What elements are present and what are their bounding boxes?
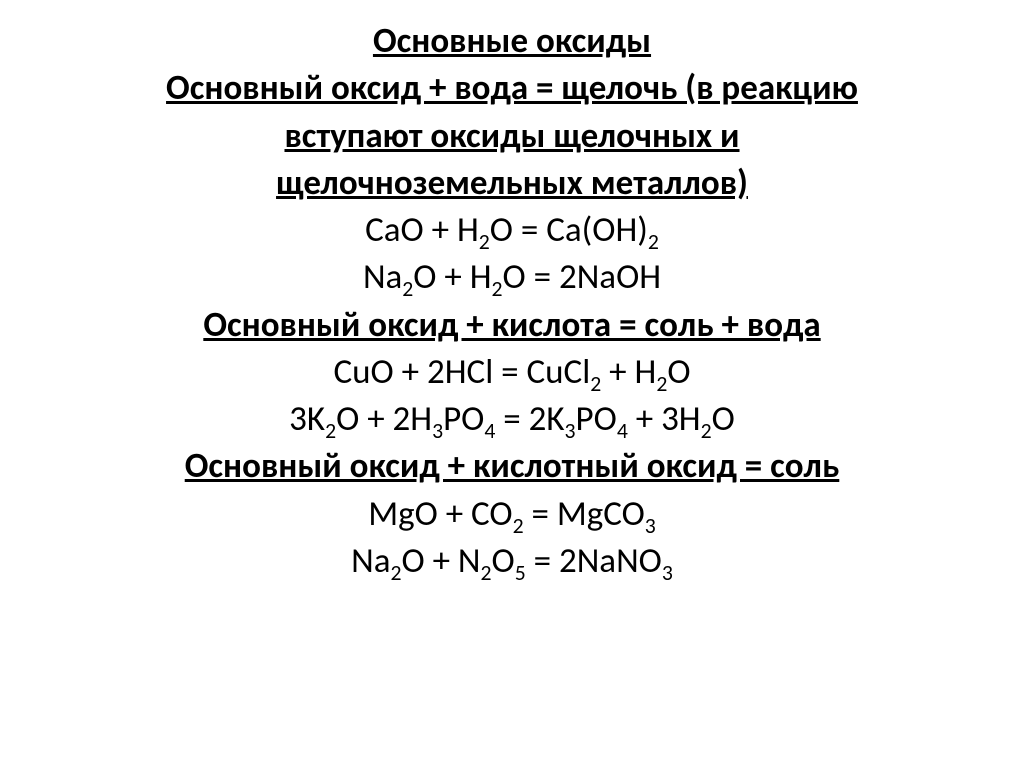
eq-text: CuO + 2HCl = CuCl2 + H2O: [334, 351, 691, 393]
eq-text: MgO + CO2 = MgCO3: [368, 493, 656, 535]
eq-text: 3K2O + 2H3PO4 = 2K3PO4 + 3H2O: [289, 398, 735, 440]
title-line: Основные оксиды: [0, 18, 1024, 65]
rule1-line2: вступают оксиды щелочных и: [0, 113, 1024, 160]
rule3-text-underlined: Основный оксид + кислотный оксид = соль: [185, 445, 840, 487]
slide-page: Основные оксиды Основный оксид + вода = …: [0, 0, 1024, 767]
rule1-text-2: вступают оксиды щелочных и: [284, 115, 739, 157]
rule2-text: Основный оксид + кислота = соль + вода: [203, 304, 820, 346]
eq-text: Na2O + N2O5 = 2NaNO3: [351, 540, 673, 582]
rule3-line: Основный оксид + кислотный оксид = соль: [0, 443, 1024, 490]
rule1-line1: Основный оксид + вода = щелочь (в реакци…: [0, 65, 1024, 112]
eq-text: Na2O + H2O = 2NaOH: [363, 256, 661, 298]
main-title: Основные оксиды: [373, 20, 651, 62]
equation-5: MgO + CO2 = MgCO3: [0, 491, 1024, 538]
equation-4: 3K2O + 2H3PO4 = 2K3PO4 + 3H2O: [0, 396, 1024, 443]
rule1-line3: щелочноземельных металлов): [0, 160, 1024, 207]
rule1-text-1: Основный оксид + вода = щелочь (в реакци…: [166, 67, 858, 109]
equation-6: Na2O + N2O5 = 2NaNO3: [0, 538, 1024, 585]
equation-1: CaO + H2O = Ca(OH)2: [0, 207, 1024, 254]
rule1-text-3: щелочноземельных металлов): [276, 162, 748, 204]
equation-3: CuO + 2HCl = CuCl2 + H2O: [0, 349, 1024, 396]
rule2-line: Основный оксид + кислота = соль + вода: [0, 302, 1024, 349]
eq-text: CaO + H2O = Ca(OH)2: [365, 209, 659, 251]
equation-2: Na2O + H2O = 2NaOH: [0, 254, 1024, 301]
